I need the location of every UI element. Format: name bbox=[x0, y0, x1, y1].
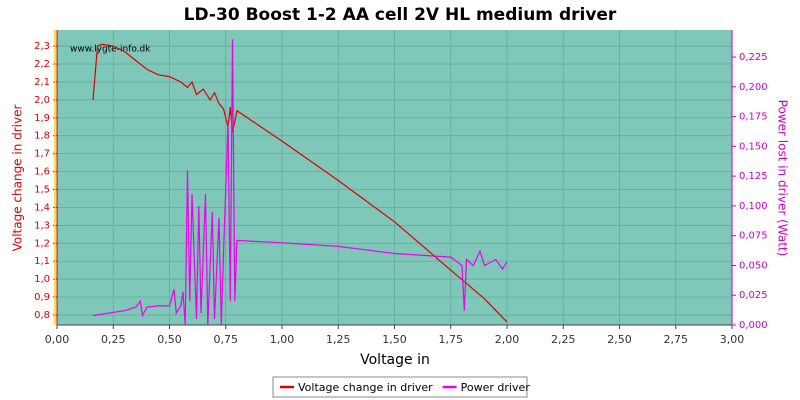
y-tick-label: 1,9 bbox=[34, 113, 50, 124]
annotation: www.lygte-info.dk bbox=[70, 45, 151, 55]
y-tick-label: 1,0 bbox=[34, 274, 50, 285]
x-tick-label: 2,00 bbox=[495, 333, 520, 346]
x-tick-label: 1,50 bbox=[382, 333, 407, 346]
y2-tick-label: 0,150 bbox=[739, 141, 768, 152]
y-tick-label: 1,6 bbox=[34, 167, 50, 178]
y-tick-label: 2,3 bbox=[34, 41, 50, 52]
y2-tick-label: 0,000 bbox=[739, 320, 768, 331]
x-tick-label: 2,50 bbox=[607, 333, 632, 346]
x-tick-label: 1,25 bbox=[326, 333, 351, 346]
y-tick-label: 2,0 bbox=[34, 95, 50, 106]
y2-tick-label: 0,175 bbox=[739, 112, 768, 123]
legend: Voltage change in driver Power driver bbox=[272, 376, 531, 398]
legend-box bbox=[272, 376, 528, 398]
y-tick-label: 2,1 bbox=[34, 77, 50, 88]
y-tick-label: 1,2 bbox=[34, 238, 50, 249]
y2-tick-label: 0,125 bbox=[739, 171, 768, 182]
x-tick-label: 0,75 bbox=[214, 333, 239, 346]
y-tick-label: 1,4 bbox=[34, 202, 50, 213]
y-tick-label: 1,3 bbox=[34, 220, 50, 231]
y2-tick-label: 0,075 bbox=[739, 231, 768, 242]
y-tick-label: 1,7 bbox=[34, 149, 50, 160]
series-line bbox=[92, 43, 508, 323]
x-tick-label: 0,00 bbox=[45, 333, 70, 346]
y2-tick-label: 0,050 bbox=[739, 260, 768, 271]
y-tick-label: 0,9 bbox=[34, 292, 50, 303]
y-tick-label: 0,8 bbox=[34, 310, 50, 321]
chart-title: LD-30 Boost 1-2 AA cell 2V HL medium dri… bbox=[184, 5, 617, 25]
x-tick-label: 3,00 bbox=[720, 333, 745, 346]
y-tick-label: 1,8 bbox=[34, 131, 50, 142]
y-tick-label: 2,2 bbox=[34, 59, 50, 70]
x-tick-label: 1,75 bbox=[439, 333, 464, 346]
x-tick-label: 2,25 bbox=[551, 333, 576, 346]
y2-tick-label: 0,200 bbox=[739, 82, 768, 93]
y2-tick-label: 0,025 bbox=[739, 290, 768, 301]
x-axis-label: Voltage in bbox=[360, 352, 430, 368]
series-line bbox=[92, 39, 508, 326]
x-tick-label: 2,75 bbox=[664, 333, 689, 346]
legend-label: Voltage change in driver bbox=[298, 381, 433, 394]
y2-tick-label: 0,225 bbox=[739, 52, 768, 63]
y-tick-label: 1,1 bbox=[34, 256, 50, 267]
y-tick-label: 1,5 bbox=[34, 185, 50, 196]
x-tick-label: 0,25 bbox=[101, 333, 126, 346]
y2-tick-label: 0,100 bbox=[739, 201, 768, 212]
y-axis-label: Voltage change in driver bbox=[11, 105, 25, 252]
legend-label: Power driver bbox=[461, 381, 531, 394]
y2-axis-label: Power lost in driver (Watt) bbox=[776, 100, 790, 257]
x-tick-label: 0,50 bbox=[157, 333, 182, 346]
x-tick-label: 1,00 bbox=[270, 333, 295, 346]
